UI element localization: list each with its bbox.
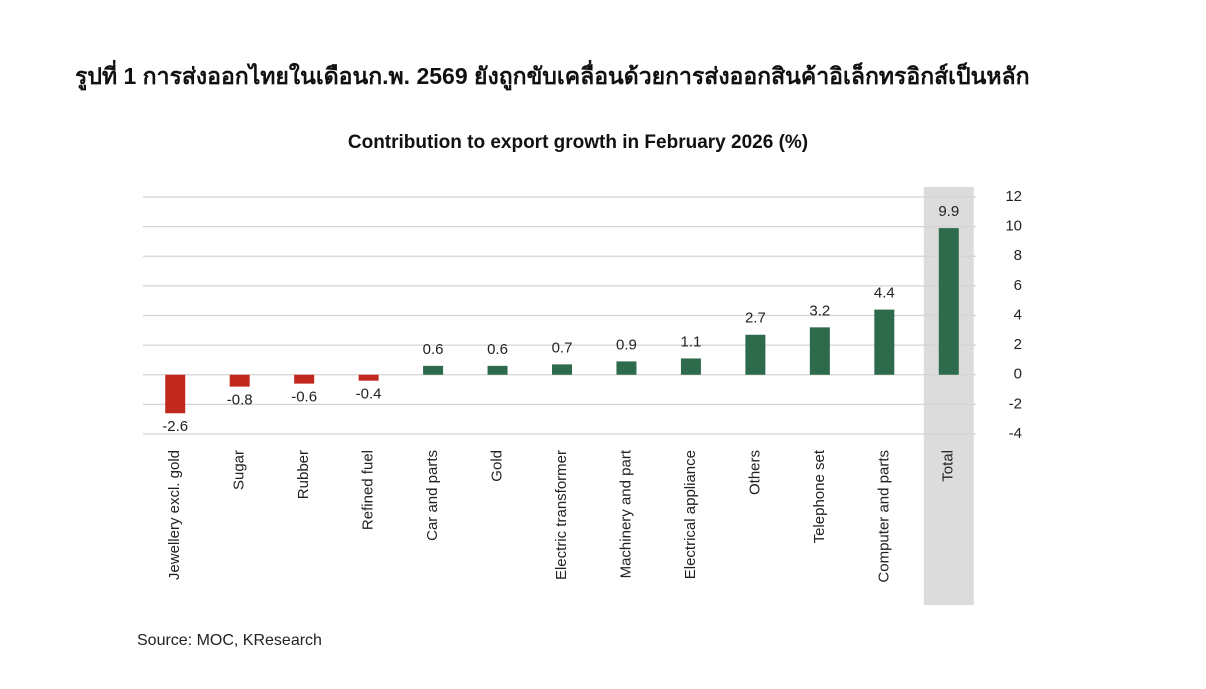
bar [616, 361, 637, 375]
x-tick-label: Electric transformer [553, 450, 570, 580]
x-tick-label: Others [746, 450, 763, 495]
bar [487, 365, 508, 375]
bar [938, 228, 959, 375]
bar [552, 364, 572, 375]
value-label: -0.8 [227, 392, 253, 409]
x-tick-label: Car and parts [424, 450, 441, 541]
value-label: 9.9 [938, 203, 959, 220]
x-tick-label: Rubber [295, 450, 312, 499]
x-tick-label: Telephone set [811, 449, 828, 543]
source-note: Source: MOC, KResearch [137, 632, 322, 649]
value-label: 1.1 [680, 333, 701, 350]
y-tick-label: 12 [1005, 188, 1022, 205]
bar [809, 327, 830, 375]
x-tick-label: Computer and parts [875, 450, 892, 583]
value-label: 0.9 [616, 336, 637, 353]
value-label: 0.6 [487, 341, 508, 358]
y-tick-label: 0 [1014, 366, 1022, 383]
value-label: -0.4 [356, 386, 382, 403]
bar [680, 358, 701, 375]
value-label: 4.4 [874, 285, 895, 302]
bar [294, 374, 315, 384]
bar [423, 365, 444, 375]
y-tick-label: 10 [1005, 218, 1022, 235]
chart-subtitle: Contribution to export growth in Februar… [348, 132, 808, 153]
x-tick-label: Machinery and part [617, 449, 634, 578]
x-tick-label: Jewellery excl. gold [166, 450, 183, 580]
value-label: 0.6 [423, 341, 444, 358]
x-tick-label: Refined fuel [360, 450, 377, 530]
x-tick-label: Electrical appliance [682, 450, 699, 579]
x-tick-label: Gold [489, 450, 506, 482]
bar [358, 374, 379, 381]
value-label: -0.6 [291, 389, 317, 406]
y-tick-label: 4 [1014, 306, 1022, 323]
bar [165, 374, 186, 414]
chart-title: รูปที่ 1 การส่งออกไทยในเดือนก.พ. 2569 ยั… [75, 59, 1030, 91]
y-tick-label: 2 [1014, 336, 1022, 353]
bar [229, 374, 250, 387]
bar [874, 309, 895, 375]
x-tick-label: Sugar [231, 450, 248, 490]
value-label: -2.6 [162, 418, 188, 435]
value-label: 3.2 [809, 302, 830, 319]
y-tick-label: 6 [1014, 277, 1022, 294]
bar [745, 334, 766, 375]
y-tick-label: 8 [1014, 247, 1022, 264]
y-tick-label: -2 [1009, 395, 1022, 412]
x-tick-label: Total [940, 450, 957, 482]
value-label: 0.7 [552, 339, 573, 356]
y-tick-label: -4 [1009, 425, 1022, 442]
value-label: 2.7 [745, 310, 766, 327]
